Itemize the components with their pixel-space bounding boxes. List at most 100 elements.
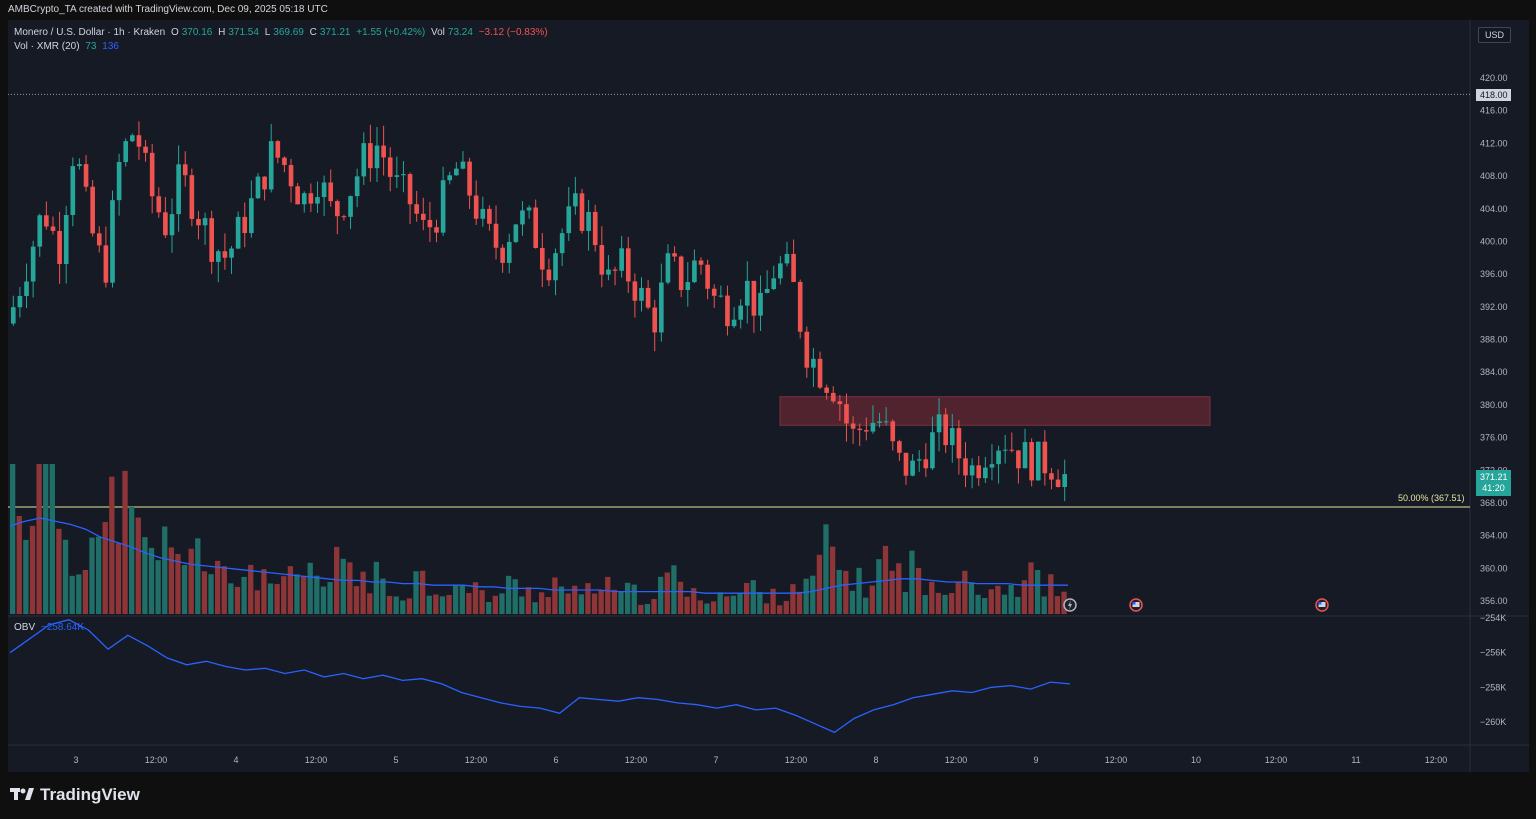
volume-bar xyxy=(16,516,22,614)
volume-bar xyxy=(248,564,254,614)
candle-body xyxy=(1049,473,1054,480)
volume-bar xyxy=(790,584,796,614)
volume-bar xyxy=(677,581,684,614)
obv-label[interactable]: OBV xyxy=(14,622,36,633)
candle-body xyxy=(196,218,201,226)
candle-body xyxy=(533,207,539,248)
y-tick-label: 376.00 xyxy=(1480,433,1508,443)
fib-level-label: 50.00% (367.51) xyxy=(1398,493,1465,503)
volume-bar xyxy=(142,537,148,614)
y-tick-label: 388.00 xyxy=(1480,335,1508,345)
y-tick-label: 396.00 xyxy=(1480,269,1508,279)
candle-body xyxy=(771,278,777,289)
volume-legend: Vol · XMR (20) 73 136 xyxy=(14,41,122,52)
candle-body xyxy=(520,210,525,225)
candle-body xyxy=(143,146,148,153)
candle-body xyxy=(685,282,691,290)
volume-bar xyxy=(935,592,942,614)
candle-body xyxy=(566,206,572,234)
volume-bar xyxy=(360,571,366,614)
candle-body xyxy=(711,288,717,296)
candle-body xyxy=(526,207,532,211)
volume-bar xyxy=(479,590,485,614)
volume-bar xyxy=(796,591,803,614)
volume-bar xyxy=(327,582,333,614)
candle-body xyxy=(242,216,248,234)
legend-symbol[interactable]: Monero / U.S. Dollar · 1h · Kraken xyxy=(14,27,166,38)
candle-body xyxy=(963,458,968,476)
tradingview-logo[interactable]: TradingView xyxy=(10,785,140,805)
y-tick-label: 360.00 xyxy=(1480,563,1508,573)
volume-bar xyxy=(505,575,512,614)
candle-body xyxy=(17,295,23,308)
legend-vol: 73.24 xyxy=(447,27,473,38)
x-tick-label: 12:00 xyxy=(945,755,968,765)
flag-glyph xyxy=(1132,602,1140,607)
candle-body xyxy=(381,145,386,158)
volume-bar xyxy=(618,591,624,614)
volume-bar xyxy=(962,570,968,614)
volume-bar xyxy=(638,604,644,614)
y-tick-label: 384.00 xyxy=(1480,367,1508,377)
candle-body xyxy=(751,280,757,316)
legend-open: 370.16 xyxy=(181,27,213,38)
candle-body xyxy=(110,200,115,283)
volume-bar xyxy=(1054,596,1061,614)
volume-bar xyxy=(1048,574,1054,614)
candle-body xyxy=(50,226,56,231)
candle-body xyxy=(202,218,208,226)
candle-body xyxy=(1022,442,1028,469)
volume-bar xyxy=(380,578,386,614)
currency-button[interactable]: USD xyxy=(1478,27,1512,43)
candle-body xyxy=(235,216,241,249)
volume-bar xyxy=(763,603,770,614)
volume-bar xyxy=(433,594,439,614)
x-tick-label: 5 xyxy=(393,755,398,765)
obv-value: −258.64K xyxy=(40,622,85,633)
legend-change: +1.55 (+0.42%) xyxy=(356,27,426,38)
candle-body xyxy=(632,281,638,301)
volume-indicator-label[interactable]: Vol · XMR (20) xyxy=(14,41,80,52)
candle-body xyxy=(222,251,228,258)
volume-bar xyxy=(750,580,756,614)
legend-close-label: C xyxy=(309,27,317,38)
candle-body xyxy=(123,141,129,162)
candle-body xyxy=(890,421,896,442)
candle-body xyxy=(850,423,856,429)
volume-bar xyxy=(995,585,1001,614)
candle-body xyxy=(176,164,181,215)
candle-body xyxy=(460,161,466,169)
candle-body xyxy=(493,223,499,248)
volume-bar xyxy=(545,597,551,614)
chart-frame[interactable] xyxy=(8,20,1529,772)
last-price-tag: 371.21 41:20 xyxy=(1476,470,1511,496)
volume-bar xyxy=(201,571,208,614)
resistance-zone xyxy=(779,396,1211,426)
candle-body xyxy=(864,430,869,432)
obv-tick-label: −254K xyxy=(1480,613,1506,623)
candle-body xyxy=(758,292,763,316)
x-tick-label: 12:00 xyxy=(785,755,808,765)
candle-body xyxy=(401,174,406,176)
legend-high-label: H xyxy=(218,27,226,38)
volume-bar xyxy=(162,526,168,614)
volume-bar xyxy=(525,587,532,614)
volume-bar xyxy=(267,583,274,614)
volume-bar xyxy=(1021,580,1028,614)
candle-body xyxy=(857,428,863,431)
candle-body xyxy=(897,441,902,453)
volume-bar xyxy=(863,597,869,614)
candle-body xyxy=(903,452,909,476)
volume-bar xyxy=(1041,596,1047,614)
volume-bar xyxy=(307,562,313,614)
chart-attribution: AMBCrypto_TA created with TradingView.co… xyxy=(8,4,328,15)
volume-bar xyxy=(76,574,82,614)
volume-bar xyxy=(512,579,518,614)
volume-bar xyxy=(281,576,287,614)
candle-body xyxy=(824,387,829,393)
x-tick-label: 8 xyxy=(873,755,878,765)
legend-close: 371.21 xyxy=(319,27,351,38)
candle-body xyxy=(1035,441,1041,481)
candle-body xyxy=(434,227,439,233)
